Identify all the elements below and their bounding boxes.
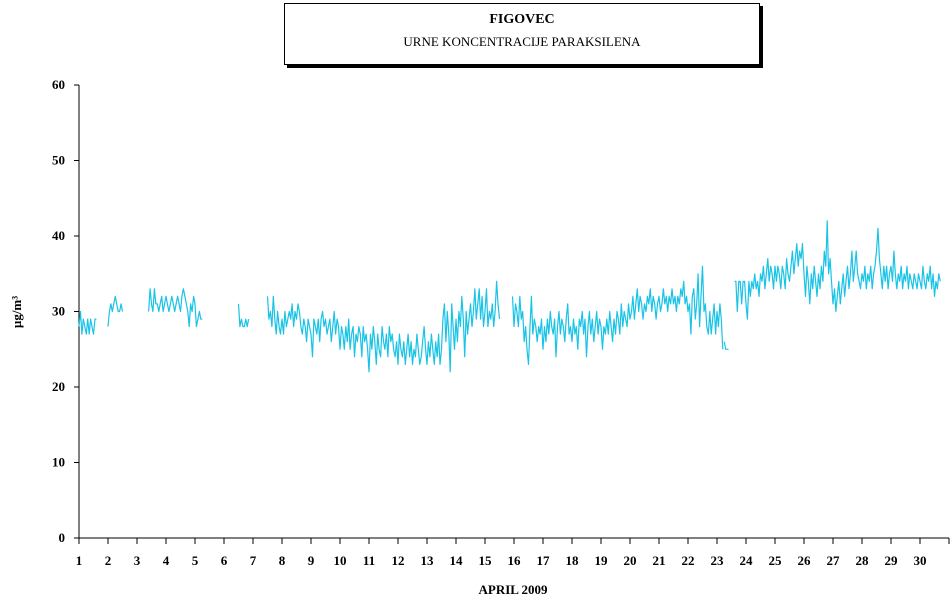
x-tick-label: 10	[334, 553, 347, 568]
x-tick-label: 20	[624, 553, 637, 568]
chart-title: FIGOVEC	[489, 12, 555, 27]
x-tick-label: 23	[711, 553, 725, 568]
y-axis-title: µg/m³	[9, 296, 24, 328]
x-tick-label: 17	[537, 553, 551, 568]
x-tick-label: 6	[221, 553, 228, 568]
x-tick-label: 21	[653, 553, 666, 568]
y-tick-label: 0	[59, 530, 66, 545]
x-tick-label: 24	[740, 553, 754, 568]
x-tick-label: 30	[914, 553, 927, 568]
series-line-segment	[107, 295, 124, 327]
y-tick-label: 20	[52, 379, 65, 394]
y-tick-label: 40	[52, 228, 65, 243]
x-tick-label: 11	[363, 553, 375, 568]
series-layer	[78, 220, 941, 373]
x-tick-label: 8	[279, 553, 286, 568]
series-line-segment	[237, 303, 250, 328]
chart-title-box: FIGOVEC URNE KONCENTRACIJE PARAKSILENA	[284, 3, 760, 65]
x-tick-label: 26	[798, 553, 812, 568]
x-tick-label: 27	[827, 553, 841, 568]
x-axis-title: APRIL 2009	[479, 582, 548, 597]
x-tick-label: 14	[450, 553, 464, 568]
series-line-segment	[78, 310, 97, 335]
x-tick-label: 19	[595, 553, 609, 568]
y-tick-label: 60	[52, 77, 65, 92]
series-line-segment	[148, 288, 203, 328]
x-tick-label: 1	[76, 553, 83, 568]
axes	[74, 84, 950, 544]
x-tick-label: 4	[163, 553, 170, 568]
series-line-segment	[734, 220, 941, 320]
series-line-segment	[723, 341, 729, 350]
y-tick-label: 10	[52, 455, 65, 470]
x-tick-label: 3	[134, 553, 141, 568]
x-tick-label: 2	[105, 553, 112, 568]
x-tick-label: 29	[885, 553, 899, 568]
x-tick-label: 5	[192, 553, 199, 568]
x-tick-label: 28	[856, 553, 870, 568]
x-tick-label: 16	[508, 553, 522, 568]
x-tick-label: 13	[421, 553, 435, 568]
x-tick-label: 12	[392, 553, 405, 568]
x-tick-label: 9	[308, 553, 315, 568]
series-line-segment	[511, 265, 724, 365]
x-tick-label: 22	[682, 553, 695, 568]
y-tick-label: 30	[52, 304, 65, 319]
x-tick-label: 25	[769, 553, 783, 568]
x-tick-label: 7	[250, 553, 257, 568]
y-tick-label: 50	[52, 153, 65, 168]
x-tick-label: 15	[479, 553, 493, 568]
x-tick-label: 18	[566, 553, 580, 568]
chart-subtitle: URNE KONCENTRACIJE PARAKSILENA	[403, 34, 641, 49]
series-line-segment	[266, 280, 501, 373]
